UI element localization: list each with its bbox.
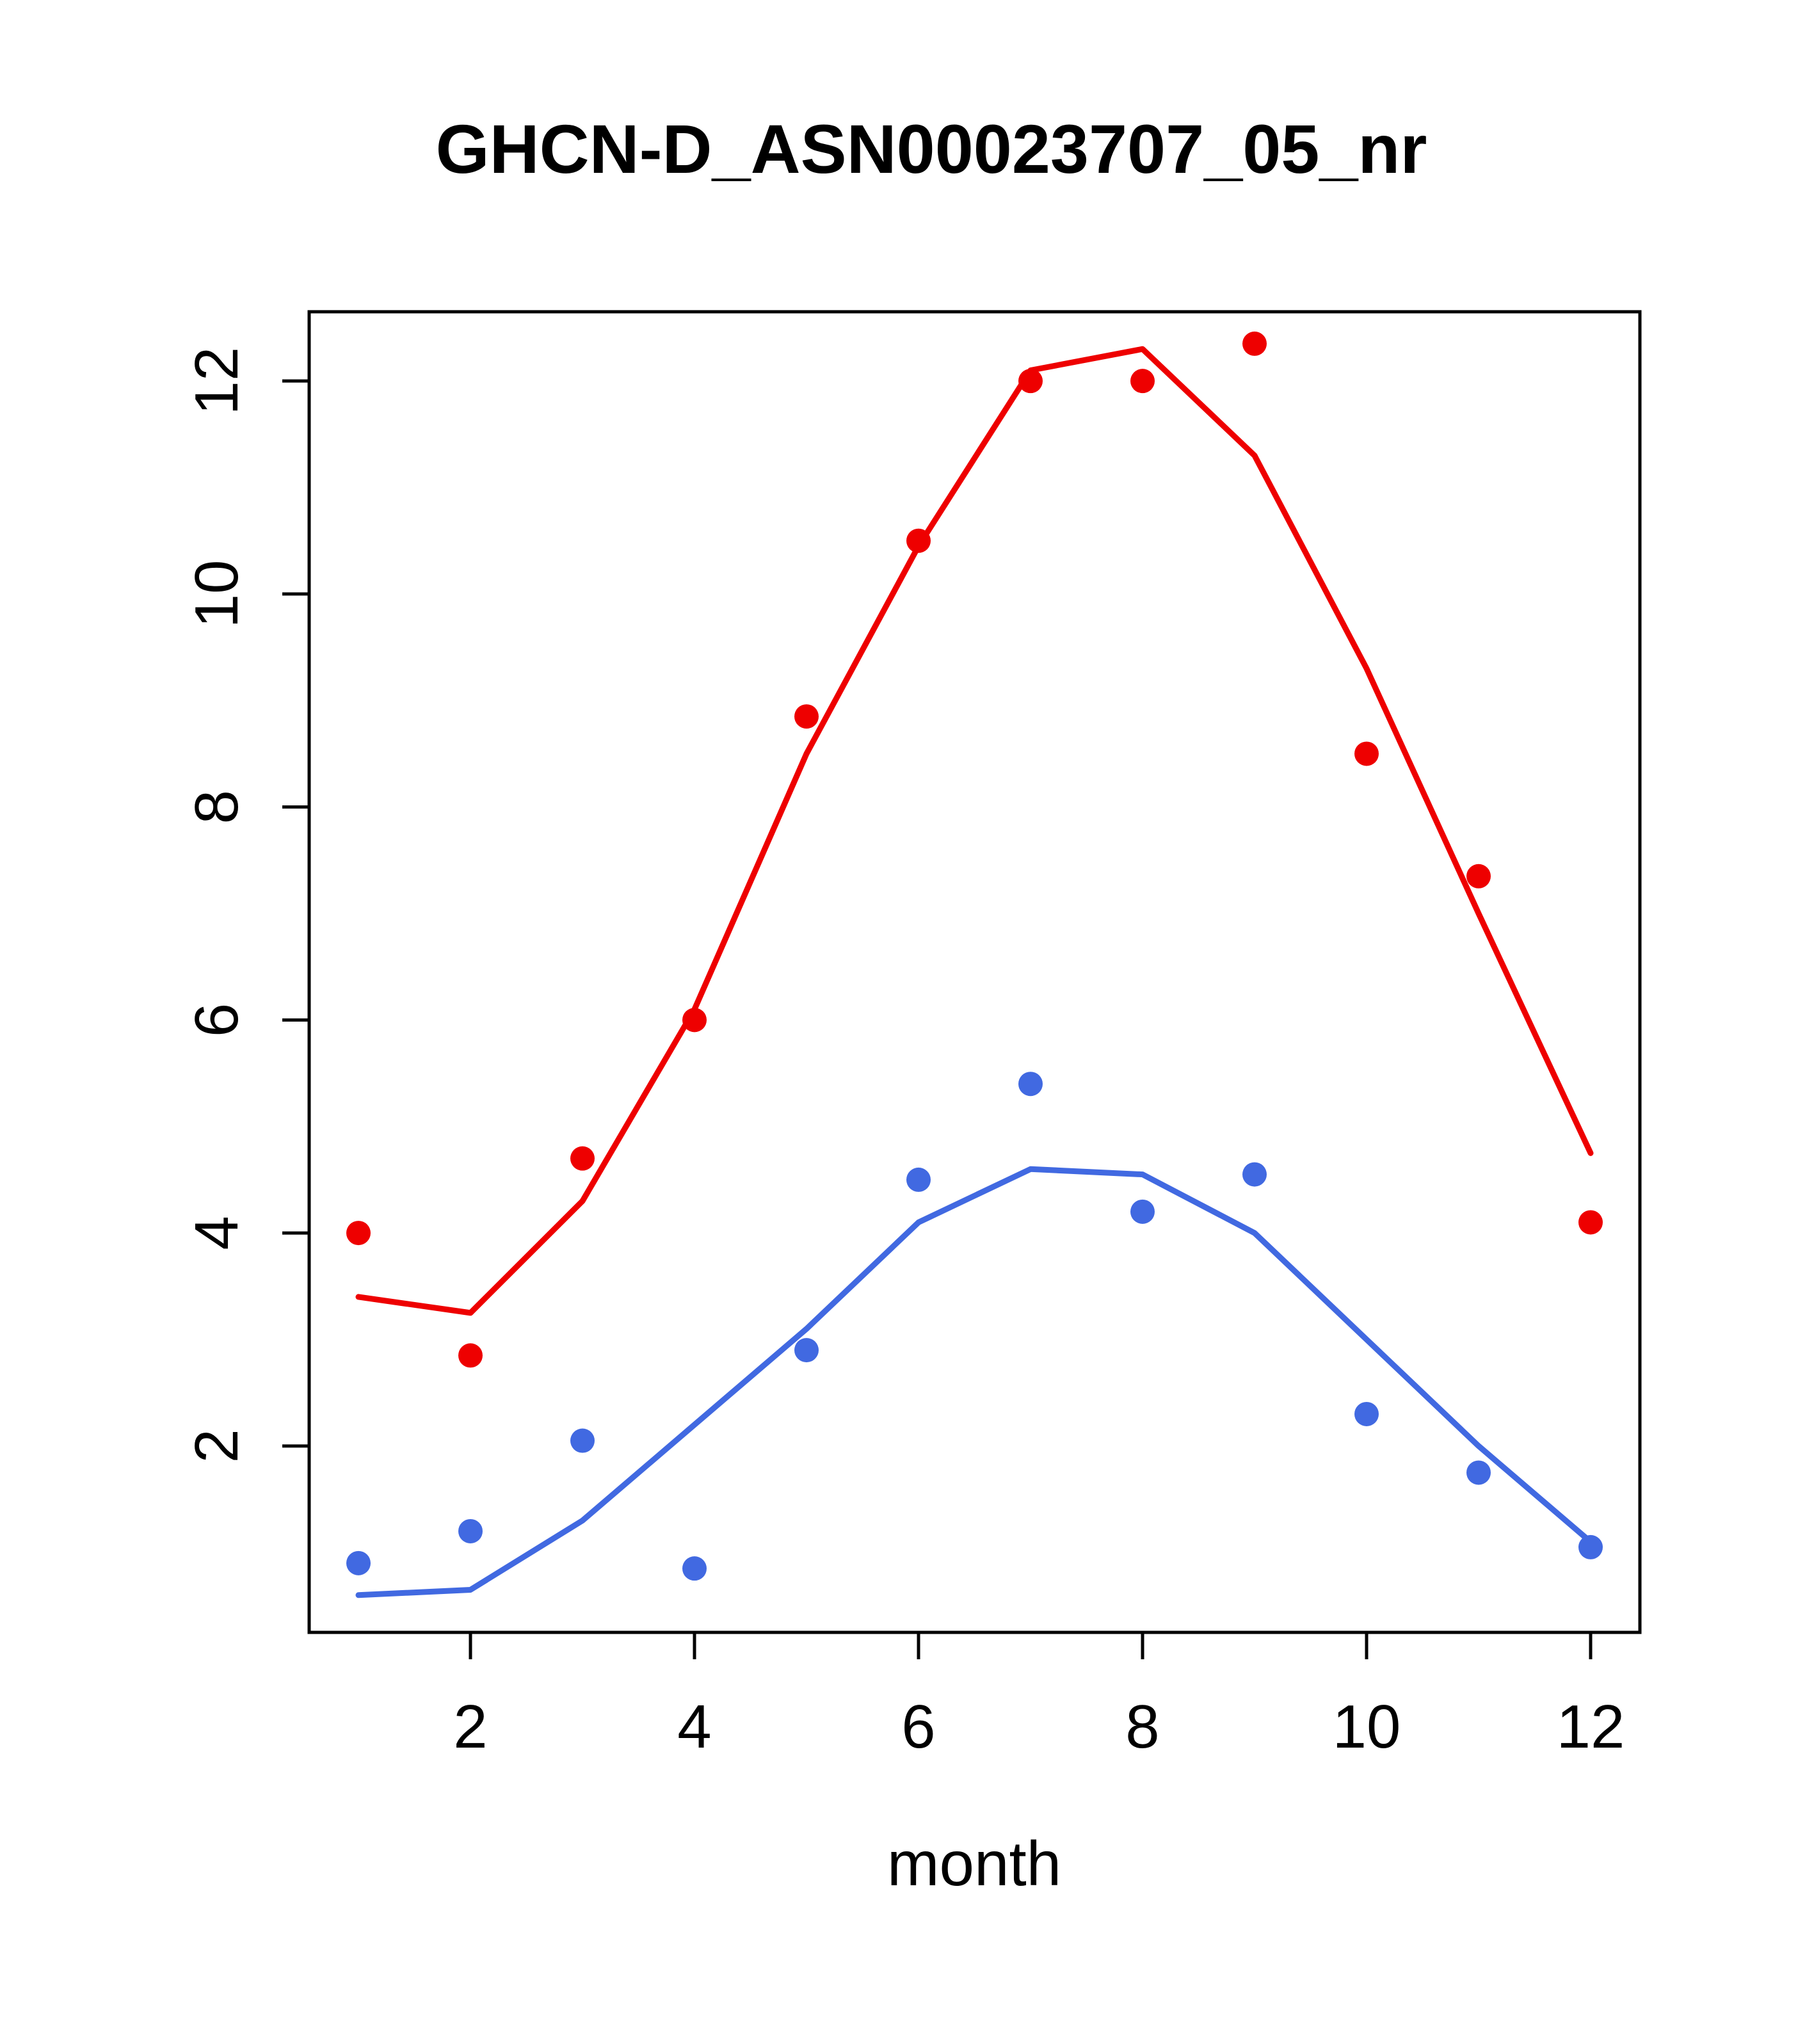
- blue-points-marker: [1018, 1072, 1043, 1097]
- red-points-marker: [1242, 331, 1267, 356]
- blue-points-marker: [906, 1167, 931, 1192]
- x-tick-label: 2: [453, 1693, 487, 1761]
- y-tick-label: 12: [182, 347, 251, 415]
- red-smooth-line: [355, 346, 1594, 1316]
- y-tick-label: 8: [182, 790, 251, 824]
- x-tick-label: 4: [677, 1693, 711, 1761]
- y-tick-label: 6: [182, 1003, 251, 1037]
- red-points-marker: [682, 1008, 707, 1033]
- blue-points-marker: [1130, 1199, 1155, 1224]
- red-points-marker: [1018, 369, 1043, 394]
- red-points-marker: [346, 1221, 371, 1246]
- blue-points-marker: [1354, 1401, 1379, 1426]
- blue-points-marker: [1578, 1534, 1603, 1559]
- red-points-marker: [570, 1146, 595, 1171]
- blue-smooth-line: [355, 1166, 1594, 1598]
- blue-points-marker: [1242, 1162, 1267, 1187]
- red-points-marker: [1354, 741, 1379, 766]
- x-tick-label: 8: [1125, 1693, 1159, 1761]
- red-points-marker: [906, 528, 931, 553]
- y-tick-label: 4: [182, 1216, 251, 1250]
- blue-points-marker: [682, 1556, 707, 1581]
- blue-points-marker: [1466, 1460, 1491, 1485]
- blue-points-marker: [346, 1550, 371, 1575]
- x-axis-label: month: [887, 1828, 1061, 1899]
- red-points-marker: [1578, 1210, 1603, 1235]
- y-tick-label: 2: [182, 1429, 251, 1463]
- x-tick-label: 10: [1333, 1693, 1401, 1761]
- red-points-marker: [794, 704, 819, 729]
- chart-title: GHCN-D_ASN00023707_05_nr: [436, 110, 1427, 188]
- y-tick-label: 10: [182, 559, 251, 628]
- plot-box: [307, 310, 1642, 1634]
- x-tick-label: 6: [901, 1693, 935, 1761]
- red-points-marker: [458, 1343, 483, 1368]
- blue-points-marker: [570, 1428, 595, 1453]
- blue-points-marker: [794, 1338, 819, 1363]
- plot-area: 2 4 6 8 10 12 2 4 6 8 10 12: [182, 310, 1642, 1761]
- red-points-marker: [1466, 864, 1491, 889]
- x-tick-label: 12: [1557, 1693, 1625, 1761]
- red-points-marker: [1130, 369, 1155, 394]
- blue-points-marker: [458, 1518, 483, 1543]
